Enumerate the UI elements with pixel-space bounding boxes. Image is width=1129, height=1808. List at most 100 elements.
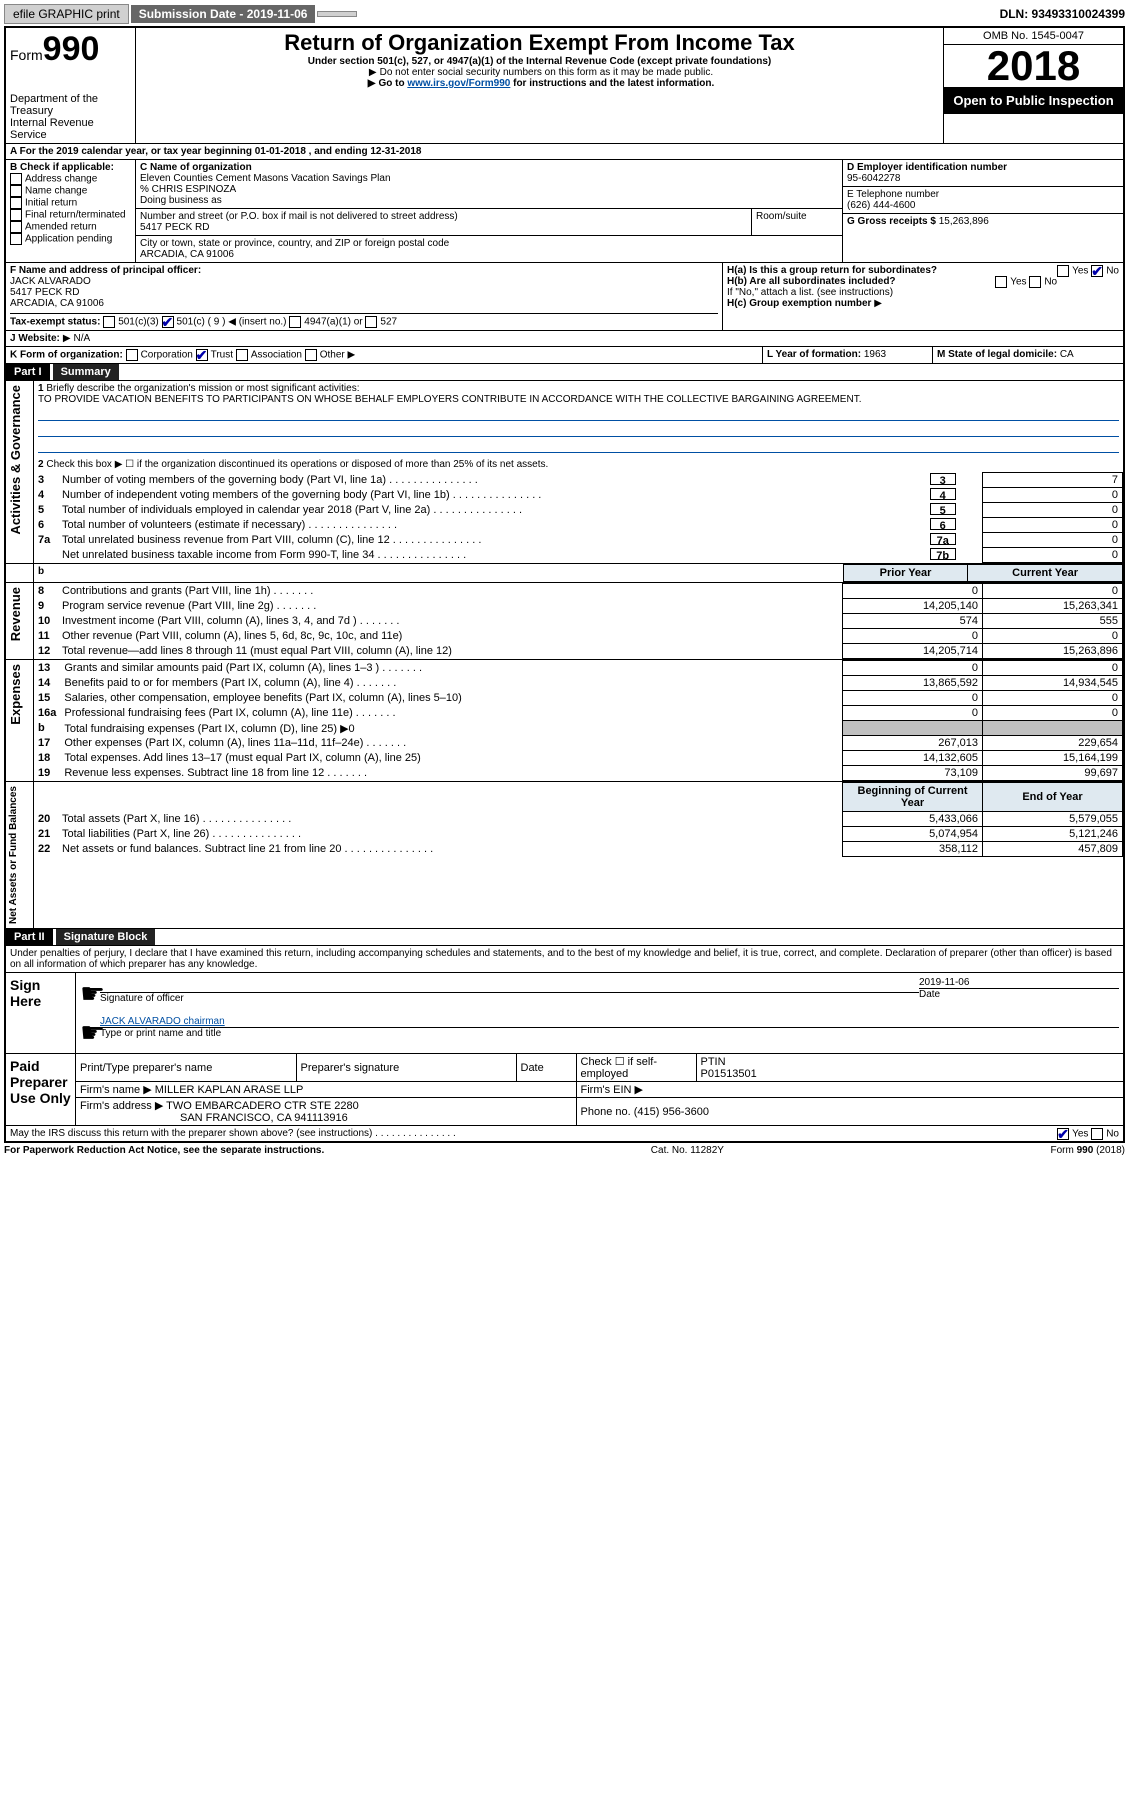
form-subtitle: Under section 501(c), 527, or 4947(a)(1)…	[140, 56, 939, 67]
f-label: F Name and address of principal officer:	[10, 265, 718, 276]
section-l: L Year of formation: 1963	[763, 347, 933, 363]
chk-name-change[interactable]: Name change	[25, 186, 87, 197]
col-current: Current Year	[968, 565, 1123, 582]
prep-date-label: Date	[516, 1054, 576, 1082]
ein-value: 95-6042278	[847, 173, 1119, 184]
form-title: Return of Organization Exempt From Incom…	[140, 30, 939, 56]
part1-body: Activities & Governance 1 Briefly descri…	[6, 381, 1123, 564]
footer: For Paperwork Reduction Act Notice, see …	[4, 1145, 1125, 1156]
vlabel-net: Net Assets or Fund Balances	[6, 782, 21, 928]
header-right: OMB No. 1545-0047 2018 Open to Public In…	[943, 28, 1123, 143]
chk-other[interactable]: Other	[320, 350, 345, 361]
chk-assoc[interactable]: Association	[251, 350, 302, 361]
check-self[interactable]: Check ☐ if self-employed	[576, 1054, 696, 1082]
line-a-text: For the 2019 calendar year, or tax year …	[20, 146, 422, 157]
chk-501c3[interactable]: 501(c)(3)	[118, 317, 159, 328]
blank-button	[317, 11, 357, 17]
city-label: City or town, state or province, country…	[140, 238, 838, 249]
efile-button[interactable]: efile GRAPHIC print	[4, 4, 129, 24]
prep-phone: (415) 956-3600	[634, 1106, 709, 1118]
netassets-block: Net Assets or Fund Balances Beginning of…	[6, 782, 1123, 929]
firm-addr: TWO EMBARCADERO CTR STE 2280	[166, 1100, 359, 1112]
bcdeg-block: B Check if applicable: Address change Na…	[6, 160, 1123, 263]
section-f: F Name and address of principal officer:…	[6, 263, 723, 330]
insert-no: (insert no.)	[239, 317, 287, 328]
phone-value: (626) 444-4600	[847, 200, 1119, 211]
netassets-table: Beginning of Current YearEnd of Year 20T…	[34, 782, 1123, 857]
street-address: 5417 PECK RD	[140, 222, 747, 233]
vlabel-rev: Revenue	[6, 583, 25, 645]
fh-block: F Name and address of principal officer:…	[6, 263, 1123, 331]
form-header: Form990 Department of the Treasury Inter…	[6, 28, 1123, 144]
sign-here-block: Sign Here ☛ Signature of officer 2019-11…	[6, 973, 1123, 1054]
form-number: 990	[43, 30, 100, 68]
hb-label: H(b) Are all subordinates included?	[727, 276, 896, 287]
firm-addr-label: Firm's address ▶	[80, 1100, 163, 1112]
b-label: B Check if applicable:	[10, 162, 131, 173]
m-label: M State of legal domicile:	[937, 349, 1057, 360]
gross-receipts: 15,263,896	[939, 216, 989, 227]
chk-corp[interactable]: Corporation	[141, 350, 193, 361]
firm-ein-label: Firm's EIN ▶	[576, 1082, 1123, 1098]
chk-initial[interactable]: Initial return	[25, 198, 77, 209]
col-prior: Prior Year	[844, 565, 968, 582]
ha-label: H(a) Is this a group return for subordin…	[727, 265, 937, 276]
mission-text: TO PROVIDE VACATION BENEFITS TO PARTICIP…	[38, 394, 861, 405]
type-print-label: Type or print name and title	[100, 1028, 1119, 1039]
c-label: C Name of organization	[140, 162, 838, 173]
expenses-block: Expenses 13Grants and similar amounts pa…	[6, 660, 1123, 782]
section-deg: D Employer identification number 95-6042…	[843, 160, 1123, 262]
vlabel-exp: Expenses	[6, 660, 25, 729]
k-label: K Form of organization:	[10, 350, 123, 361]
firm-city: SAN FRANCISCO, CA 941113916	[80, 1112, 348, 1124]
officer-addr1: 5417 PECK RD	[10, 287, 718, 298]
sig-officer-label: Signature of officer	[100, 993, 919, 1004]
sig-date-label: Date	[919, 989, 1119, 1000]
website-value: N/A	[74, 333, 91, 344]
part2-header: Part II Signature Block	[6, 929, 1123, 946]
paid-preparer-block: Paid Preparer Use Only Print/Type prepar…	[6, 1054, 1123, 1126]
instructions-link[interactable]: www.irs.gov/Form990	[407, 78, 510, 89]
g-label: G Gross receipts $	[847, 216, 936, 227]
ptin-label: PTIN	[701, 1056, 726, 1068]
org-name: Eleven Counties Cement Masons Vacation S…	[140, 173, 838, 184]
chk-trust[interactable]: Trust	[211, 350, 233, 361]
vlabel-gov: Activities & Governance	[6, 381, 25, 539]
firm-name-label: Firm's name ▶	[80, 1084, 152, 1096]
part1-header: Part I Summary	[6, 364, 1123, 381]
chk-501c[interactable]: 501(c) ( 9 )	[177, 317, 226, 328]
chk-amended[interactable]: Amended return	[25, 222, 97, 233]
chk-final[interactable]: Final return/terminated	[25, 210, 126, 221]
hc-label: H(c) Group exemption number	[727, 298, 871, 309]
e-label: E Telephone number	[847, 189, 1119, 200]
goto-post: for instructions and the latest informat…	[510, 78, 714, 89]
submission-date: Submission Date - 2019-11-06	[131, 5, 316, 23]
part2-num: Part II	[6, 929, 53, 945]
chk-4947[interactable]: 4947(a)(1) or	[304, 317, 362, 328]
chk-address-change[interactable]: Address change	[25, 174, 97, 185]
j-label: J Website:	[10, 333, 60, 344]
discuss-row: May the IRS discuss this return with the…	[6, 1126, 1123, 1141]
ptin-value: P01513501	[701, 1068, 757, 1080]
part2-title: Signature Block	[56, 929, 156, 945]
discuss-text: May the IRS discuss this return with the…	[10, 1128, 456, 1139]
penalty-text: Under penalties of perjury, I declare th…	[6, 946, 1123, 973]
officer-name-sig: JACK ALVARADO chairman	[100, 1016, 1119, 1028]
i-label: Tax-exempt status:	[10, 317, 100, 328]
chk-pending[interactable]: Application pending	[25, 234, 112, 245]
col-end: End of Year	[983, 783, 1123, 812]
col-begin: Beginning of Current Year	[843, 783, 983, 812]
chk-527[interactable]: 527	[380, 317, 397, 328]
prep-name-label: Print/Type preparer's name	[76, 1054, 296, 1082]
section-c: C Name of organization Eleven Counties C…	[136, 160, 843, 262]
part1-num: Part I	[6, 364, 50, 380]
firm-name: MILLER KAPLAN ARASE LLP	[155, 1084, 304, 1096]
header-left: Form990 Department of the Treasury Inter…	[6, 28, 136, 143]
state-domicile: CA	[1060, 349, 1074, 360]
hb-note: If "No," attach a list. (see instruction…	[727, 287, 1119, 298]
footer-cat: Cat. No. 11282Y	[324, 1145, 1050, 1156]
officer-addr2: ARCADIA, CA 91006	[10, 298, 718, 309]
officer-name: JACK ALVARADO	[10, 276, 718, 287]
revenue-block: Revenue 8Contributions and grants (Part …	[6, 583, 1123, 660]
prep-sig-label: Preparer's signature	[296, 1054, 516, 1082]
